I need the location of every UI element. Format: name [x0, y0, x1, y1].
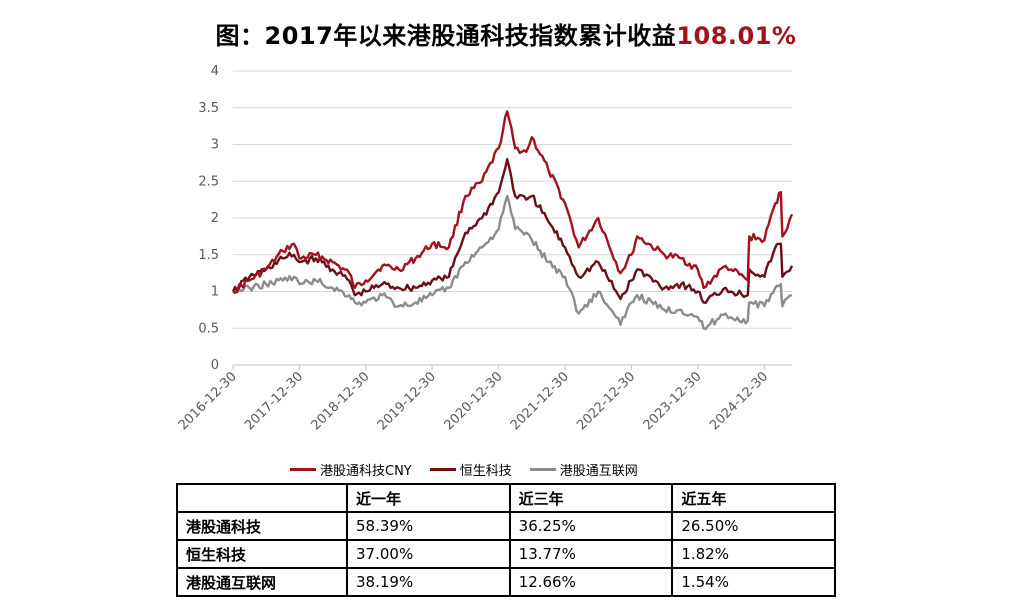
table-col-header: 近三年 — [508, 483, 674, 513]
x-tick-label: 2018-12-30 — [309, 369, 373, 433]
table-cell: 26.50% — [671, 511, 836, 541]
legend-label: 恒生科技 — [459, 464, 512, 479]
y-tick-label: 3.5 — [198, 101, 219, 116]
title-accent: 108.01% — [676, 22, 797, 50]
table-corner — [176, 483, 348, 513]
y-tick-label: 4 — [211, 64, 219, 79]
legend-swatch — [429, 468, 456, 471]
y-tick-label: 2 — [211, 211, 219, 226]
legend: 港股通科技CNY 恒生科技 港股通互联网 — [290, 460, 638, 479]
returns-table: 近一年 近三年 近五年 港股通科技 58.39% 36.25% 26.50% 恒… — [176, 483, 836, 597]
legend-label: 港股通互联网 — [559, 464, 638, 479]
legend-item-tech-cny: 港股通科技CNY — [290, 460, 412, 479]
y-tick-label: 1.5 — [198, 248, 219, 263]
x-tick-label: 2022-12-30 — [574, 369, 638, 433]
x-tick-label: 2024-12-30 — [707, 369, 771, 433]
table-cell: 36.25% — [508, 511, 674, 541]
series-line — [232, 194, 793, 331]
table-row: 恒生科技 37.00% 13.77% 1.82% — [176, 539, 836, 569]
table-cell: 37.00% — [346, 539, 511, 569]
table-row: 港股通互联网 38.19% 12.66% 1.54% — [176, 567, 836, 597]
table-cell: 38.19% — [346, 567, 511, 597]
y-tick-label: 0.5 — [198, 321, 219, 336]
legend-swatch — [529, 468, 556, 471]
table-row-header: 港股通互联网 — [176, 567, 348, 597]
table-col-header: 近五年 — [671, 483, 836, 513]
series-line — [232, 110, 794, 294]
series-line — [231, 158, 794, 304]
x-tick-label: 2016-12-30 — [176, 369, 240, 433]
y-tick-label: 2.5 — [198, 174, 219, 189]
chart-title: 图：2017年以来港股通科技指数累计收益108.01% — [0, 16, 1012, 51]
legend-label: 港股通科技CNY — [320, 464, 412, 479]
table-cell: 58.39% — [346, 511, 511, 541]
table-row: 港股通科技 58.39% 36.25% 26.50% — [176, 511, 836, 541]
table-cell: 1.54% — [671, 567, 836, 597]
table-col-header: 近一年 — [346, 483, 511, 513]
table-cell: 13.77% — [508, 539, 674, 569]
title-main: 图：2017年以来港股通科技指数累计收益 — [215, 22, 677, 50]
table-header-row: 近一年 近三年 近五年 — [176, 483, 836, 513]
x-tick-label: 2021-12-30 — [508, 369, 572, 433]
y-tick-label: 0 — [211, 358, 219, 373]
y-tick-label: 1 — [211, 285, 219, 300]
x-tick-label: 2023-12-30 — [641, 369, 705, 433]
legend-swatch — [290, 468, 316, 471]
table-row-header: 恒生科技 — [176, 539, 348, 569]
legend-item-hs-tech: 恒生科技 — [429, 460, 512, 479]
legend-item-internet: 港股通互联网 — [529, 460, 638, 479]
table-cell: 1.82% — [671, 539, 836, 569]
y-tick-label: 3 — [211, 138, 219, 153]
x-tick-label: 2017-12-30 — [242, 369, 306, 433]
table-row-header: 港股通科技 — [176, 511, 348, 541]
table-cell: 12.66% — [508, 567, 674, 597]
x-tick-label: 2019-12-30 — [375, 369, 439, 433]
x-tick-label: 2020-12-30 — [441, 369, 505, 433]
